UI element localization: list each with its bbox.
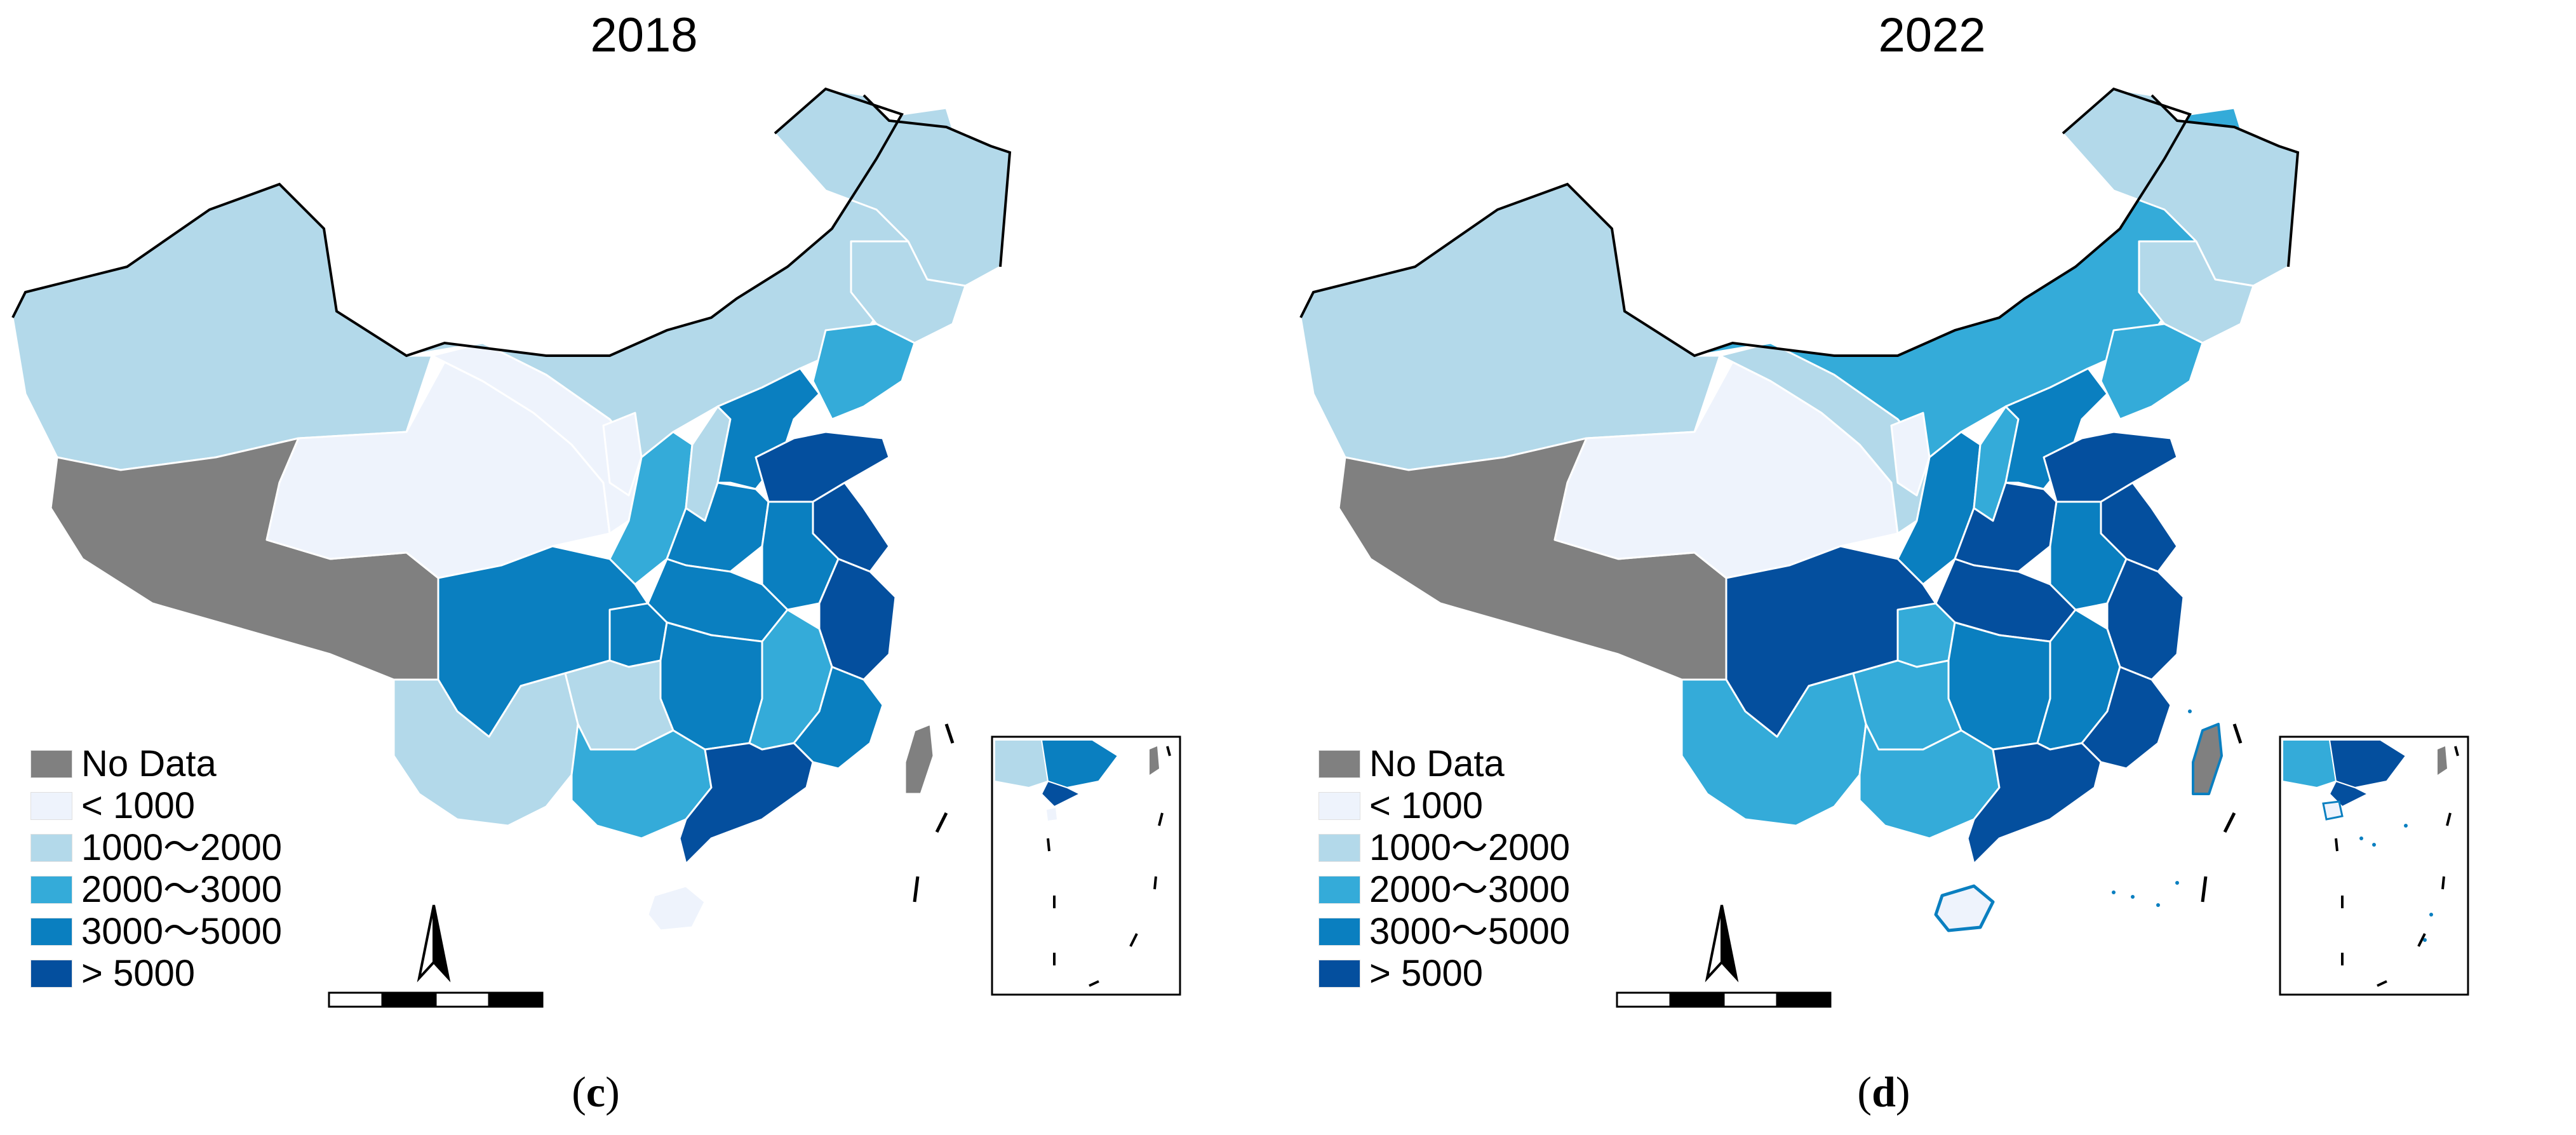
legend-swatch-no-data bbox=[1318, 750, 1360, 778]
legend-item: 1000～2000 bbox=[1318, 827, 1570, 869]
legend-swatch-3000-5000 bbox=[1318, 918, 1360, 946]
china-choropleth-map-2018 bbox=[11, 87, 1181, 1008]
national-border bbox=[1299, 87, 2300, 358]
region-chongqing bbox=[1896, 602, 1956, 668]
legend-swatch-1000-2000 bbox=[1318, 834, 1360, 862]
legend-swatch-2000-3000 bbox=[1318, 876, 1360, 904]
national-border bbox=[11, 87, 1012, 358]
legend-swatch-1000-2000 bbox=[30, 834, 72, 862]
map-panel-2022: 2022 bbox=[1288, 0, 2576, 1135]
legend-item: 3000～5000 bbox=[1318, 911, 1570, 953]
nine-dash-line bbox=[2201, 723, 2243, 903]
legend-item: 2000～3000 bbox=[1318, 869, 1570, 911]
legend-label: 3000～5000 bbox=[1369, 911, 1571, 952]
legend-label: < 1000 bbox=[1369, 785, 1484, 826]
inset-content bbox=[2282, 739, 2459, 987]
legend-label: 2000～3000 bbox=[1369, 869, 1571, 910]
region-liaoning bbox=[2100, 323, 2204, 420]
legend-label: 3000～5000 bbox=[81, 911, 283, 952]
region-hainan bbox=[647, 885, 706, 932]
panel-title-year: 2018 bbox=[590, 8, 698, 62]
legend-label: > 5000 bbox=[81, 953, 196, 994]
region-liaoning bbox=[812, 323, 916, 420]
region-hunan bbox=[659, 621, 763, 751]
legend-item: No Data bbox=[1318, 743, 1570, 785]
legend-label: > 5000 bbox=[1369, 953, 1484, 994]
legend-label: 2000～3000 bbox=[81, 869, 283, 910]
legend-label: No Data bbox=[81, 743, 217, 784]
legend-swatch-lt-1000 bbox=[1318, 792, 1360, 820]
legend-label: 1000～2000 bbox=[1369, 827, 1571, 868]
region-ningxia bbox=[1890, 412, 1931, 497]
legend-item: > 5000 bbox=[30, 953, 282, 995]
panel-caption: (d) bbox=[1857, 1068, 1910, 1116]
region-guangdong bbox=[678, 742, 814, 865]
region-taiwan bbox=[2192, 723, 2223, 795]
panel-caption: (c) bbox=[572, 1068, 620, 1116]
map-panel-2018: 2018 bbox=[11, 8, 1181, 1116]
legend-swatch-3000-5000 bbox=[30, 918, 72, 946]
panel-title-year: 2022 bbox=[1878, 8, 1986, 62]
legend-swatch-gt-5000 bbox=[1318, 960, 1360, 988]
legend-item: No Data bbox=[30, 743, 282, 785]
island-dots bbox=[2112, 709, 2192, 907]
region-chongqing bbox=[608, 602, 668, 668]
legend-swatch-lt-1000 bbox=[30, 792, 72, 820]
region-yunnan bbox=[392, 672, 579, 827]
region-fujian bbox=[793, 666, 884, 770]
legend-item: 3000～5000 bbox=[30, 911, 282, 953]
china-choropleth-map-2022 bbox=[1299, 87, 2469, 1008]
nine-dash-line bbox=[913, 723, 955, 903]
north-arrow-icon bbox=[417, 904, 451, 983]
region-hainan bbox=[1934, 884, 1995, 932]
legend-item: < 1000 bbox=[1318, 785, 1570, 827]
region-hunan bbox=[1947, 621, 2051, 751]
legend-label: 1000～2000 bbox=[81, 827, 283, 868]
legend-item: 1000～2000 bbox=[30, 827, 282, 869]
region-ningxia bbox=[602, 412, 643, 497]
legend-swatch-2000-3000 bbox=[30, 876, 72, 904]
region-fujian bbox=[2081, 666, 2172, 770]
inset-content bbox=[994, 739, 1171, 987]
scale-bar bbox=[328, 991, 544, 1008]
region-jilin bbox=[850, 240, 967, 344]
region-jilin bbox=[2138, 240, 2255, 344]
legend-swatch-no-data bbox=[30, 750, 72, 778]
legend-item: 2000～3000 bbox=[30, 869, 282, 911]
scale-bar bbox=[1616, 991, 1832, 1008]
legend: No Data < 1000 1000～2000 2000～3000 3000～… bbox=[30, 743, 282, 995]
region-yunnan bbox=[1680, 672, 1867, 827]
north-arrow-icon bbox=[1705, 904, 1739, 983]
legend-label: < 1000 bbox=[81, 785, 196, 826]
legend-item: > 5000 bbox=[1318, 953, 1570, 995]
legend: No Data < 1000 1000～2000 2000～3000 3000～… bbox=[1318, 743, 1570, 995]
region-taiwan bbox=[904, 723, 935, 795]
legend-item: < 1000 bbox=[30, 785, 282, 827]
region-xinjiang bbox=[11, 183, 433, 471]
legend-swatch-gt-5000 bbox=[30, 960, 72, 988]
legend-label: No Data bbox=[1369, 743, 1505, 784]
region-guangdong bbox=[1966, 742, 2102, 865]
region-xinjiang bbox=[1299, 183, 1721, 471]
